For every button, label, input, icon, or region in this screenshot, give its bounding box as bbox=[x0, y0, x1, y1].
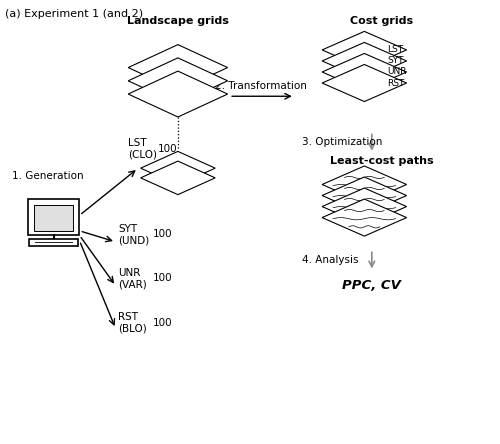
Text: UNR: UNR bbox=[388, 67, 407, 76]
Text: SYT
(UND): SYT (UND) bbox=[118, 224, 150, 245]
Text: RST: RST bbox=[388, 79, 405, 87]
FancyBboxPatch shape bbox=[28, 239, 78, 246]
Text: SYT: SYT bbox=[388, 56, 404, 65]
Polygon shape bbox=[322, 32, 406, 68]
Polygon shape bbox=[322, 199, 406, 236]
Polygon shape bbox=[322, 188, 406, 225]
Text: 2. Transformation: 2. Transformation bbox=[215, 81, 307, 91]
Polygon shape bbox=[322, 43, 406, 79]
Polygon shape bbox=[128, 71, 228, 117]
Text: Least-cost paths: Least-cost paths bbox=[330, 156, 434, 166]
Text: 3. Optimization: 3. Optimization bbox=[302, 137, 382, 147]
Polygon shape bbox=[128, 58, 228, 104]
Text: LST: LST bbox=[388, 45, 404, 55]
Text: LST
(CLO): LST (CLO) bbox=[128, 139, 157, 160]
Text: RST
(BLO): RST (BLO) bbox=[118, 312, 147, 333]
Polygon shape bbox=[128, 45, 228, 91]
Polygon shape bbox=[322, 177, 406, 214]
FancyBboxPatch shape bbox=[28, 199, 80, 235]
Text: PPC, CV: PPC, CV bbox=[342, 279, 402, 293]
Text: 100: 100 bbox=[153, 230, 172, 239]
Text: (a) Experiment 1 (and 2): (a) Experiment 1 (and 2) bbox=[6, 9, 143, 20]
Text: 100: 100 bbox=[158, 144, 178, 154]
Text: 100: 100 bbox=[153, 317, 172, 328]
Text: Landscape grids: Landscape grids bbox=[127, 16, 229, 26]
Text: 1. Generation: 1. Generation bbox=[12, 170, 84, 181]
FancyBboxPatch shape bbox=[34, 205, 74, 231]
Text: 4. Analysis: 4. Analysis bbox=[302, 254, 358, 265]
Text: 100: 100 bbox=[153, 274, 172, 283]
Text: Cost grids: Cost grids bbox=[350, 16, 414, 26]
Polygon shape bbox=[140, 151, 215, 185]
Polygon shape bbox=[140, 161, 215, 194]
Polygon shape bbox=[322, 64, 406, 102]
Polygon shape bbox=[322, 166, 406, 203]
Polygon shape bbox=[322, 53, 406, 91]
Text: UNR
(VAR): UNR (VAR) bbox=[118, 268, 147, 289]
